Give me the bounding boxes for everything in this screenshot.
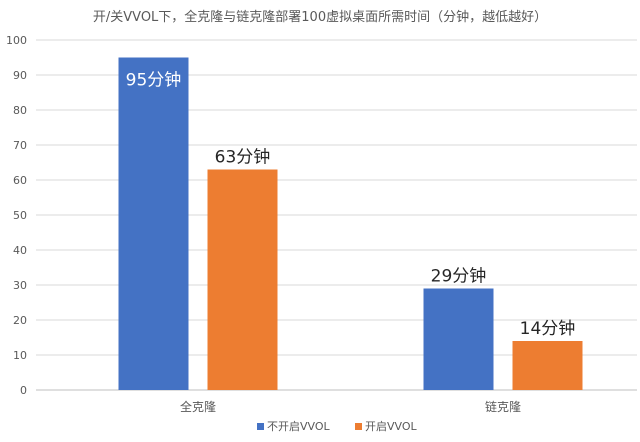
data-label: 63分钟	[215, 148, 271, 168]
y-tick-label: 30	[13, 279, 27, 292]
y-axis: 0 10 20 30 40 50 60 70 80 90 100	[6, 34, 27, 397]
y-tick-label: 70	[13, 139, 27, 152]
y-tick-label: 80	[13, 104, 27, 117]
y-tick-label: 0	[20, 384, 27, 397]
y-tick-label: 20	[13, 314, 27, 327]
x-category-label: 链克隆	[485, 399, 521, 414]
bars: 95分钟 63分钟 29分钟 14分钟	[118, 57, 583, 390]
y-tick-label: 100	[6, 34, 27, 47]
data-label: 14分钟	[520, 319, 576, 339]
bar-vvol-off-0	[118, 57, 189, 390]
y-tick-label: 50	[13, 209, 27, 222]
y-tick-label: 90	[13, 69, 27, 82]
y-tick-label: 10	[13, 349, 27, 362]
x-axis: 全克隆 链克隆	[180, 399, 521, 414]
data-label: 95分钟	[126, 71, 182, 91]
legend-label-1: 开启VVOL	[365, 420, 418, 433]
legend-swatch-0	[257, 423, 264, 430]
y-tick-label: 60	[13, 174, 27, 187]
bar-vvol-on-0	[207, 169, 278, 390]
bar-vvol-off-1	[423, 288, 494, 390]
legend-swatch-1	[355, 423, 362, 430]
y-tick-label: 40	[13, 244, 27, 257]
data-label: 29分钟	[431, 267, 487, 287]
legend: 不开启VVOL 开启VVOL	[257, 420, 418, 433]
bar-vvol-on-1	[512, 341, 583, 390]
chart-title: 开/关VVOL下，全克隆与链克隆部署100虚拟桌面所需时间（分钟，越低越好）	[93, 9, 547, 25]
legend-label-0: 不开启VVOL	[267, 420, 331, 433]
x-category-label: 全克隆	[180, 399, 216, 414]
